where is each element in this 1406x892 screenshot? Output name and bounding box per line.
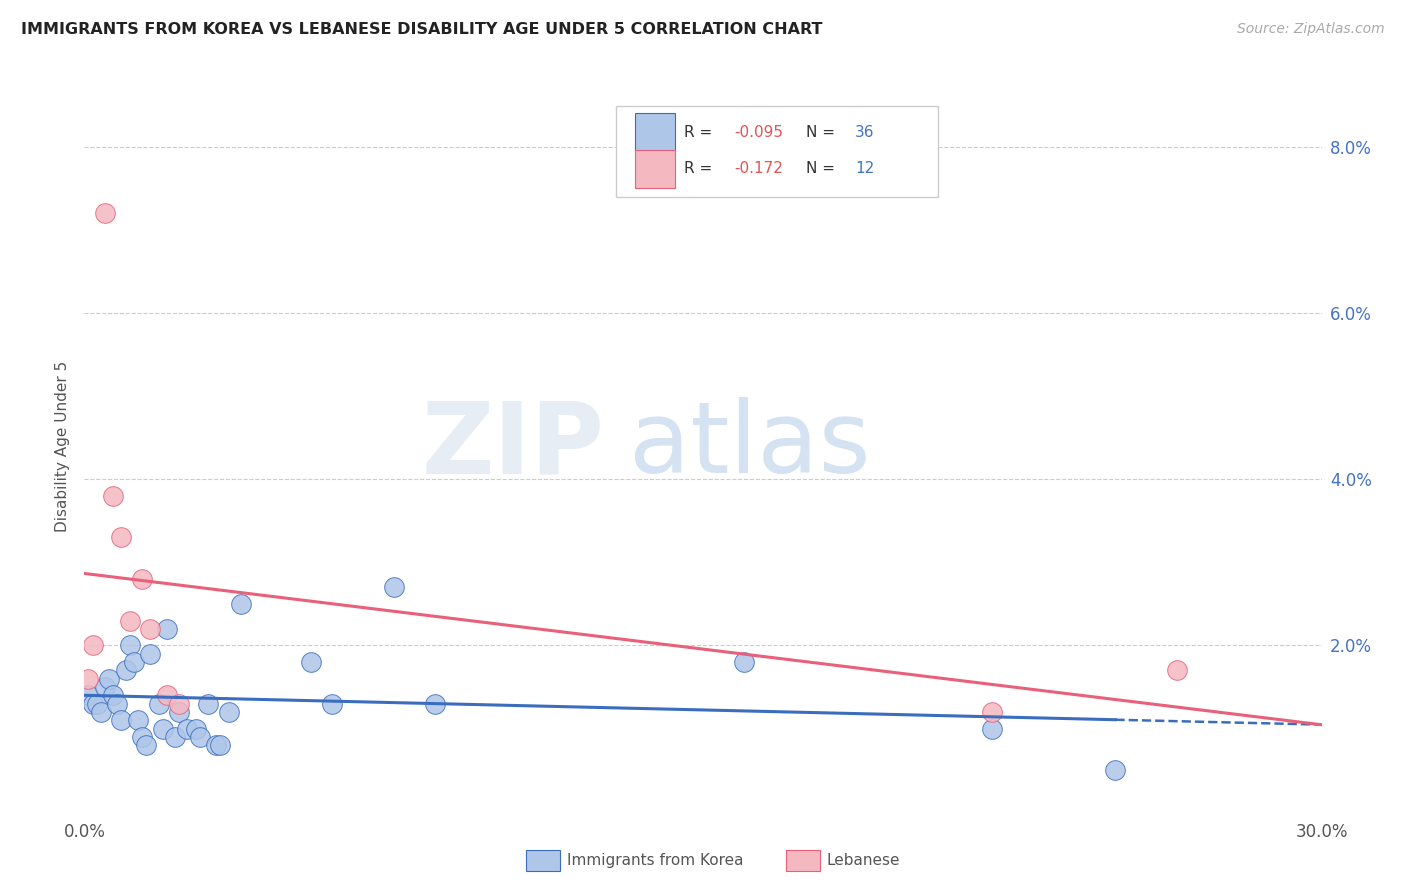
Point — [118, 639, 141, 653]
Point — [82, 639, 104, 653]
Point — [167, 697, 190, 711]
Point — [205, 738, 228, 752]
Point — [176, 722, 198, 736]
Point — [94, 206, 117, 220]
Point — [94, 680, 117, 694]
Point — [82, 697, 104, 711]
Point — [86, 697, 108, 711]
Point — [139, 622, 162, 636]
Point — [152, 722, 174, 736]
Point — [1166, 664, 1188, 678]
Text: Lebanese: Lebanese — [827, 854, 900, 868]
Text: 36: 36 — [855, 125, 875, 140]
Point — [131, 572, 153, 586]
Point — [229, 597, 252, 611]
Point — [423, 697, 446, 711]
Point — [103, 689, 125, 703]
Text: Immigrants from Korea: Immigrants from Korea — [567, 854, 744, 868]
Point — [167, 705, 190, 719]
Point — [197, 697, 219, 711]
Point — [980, 722, 1002, 736]
Point — [156, 622, 179, 636]
Point — [122, 655, 145, 669]
Text: -0.172: -0.172 — [734, 161, 783, 177]
Point — [299, 655, 322, 669]
Point — [165, 730, 187, 744]
Text: N =: N = — [806, 125, 839, 140]
Text: IMMIGRANTS FROM KOREA VS LEBANESE DISABILITY AGE UNDER 5 CORRELATION CHART: IMMIGRANTS FROM KOREA VS LEBANESE DISABI… — [21, 22, 823, 37]
FancyBboxPatch shape — [636, 113, 675, 152]
Point — [156, 689, 179, 703]
Point — [980, 705, 1002, 719]
Point — [135, 738, 157, 752]
Text: N =: N = — [806, 161, 839, 177]
Text: -0.095: -0.095 — [734, 125, 783, 140]
Point — [103, 489, 125, 503]
FancyBboxPatch shape — [616, 106, 938, 197]
Point — [127, 714, 149, 728]
Point — [118, 614, 141, 628]
Point — [110, 714, 132, 728]
Text: Source: ZipAtlas.com: Source: ZipAtlas.com — [1237, 22, 1385, 37]
Point — [184, 722, 207, 736]
Point — [98, 672, 121, 686]
Point — [110, 530, 132, 544]
Point — [188, 730, 211, 744]
Text: R =: R = — [685, 161, 717, 177]
Y-axis label: Disability Age Under 5: Disability Age Under 5 — [55, 360, 70, 532]
Point — [77, 672, 100, 686]
Point — [114, 664, 136, 678]
Point — [77, 689, 100, 703]
Point — [90, 705, 112, 719]
Point — [218, 705, 240, 719]
Point — [733, 655, 755, 669]
Point — [321, 697, 343, 711]
Point — [105, 697, 128, 711]
Point — [1104, 763, 1126, 777]
Point — [131, 730, 153, 744]
Point — [139, 647, 162, 661]
Text: R =: R = — [685, 125, 717, 140]
Text: atlas: atlas — [628, 398, 870, 494]
Point — [382, 580, 405, 594]
Point — [148, 697, 170, 711]
FancyBboxPatch shape — [636, 150, 675, 188]
Text: 12: 12 — [855, 161, 875, 177]
Text: ZIP: ZIP — [422, 398, 605, 494]
Point — [209, 738, 232, 752]
